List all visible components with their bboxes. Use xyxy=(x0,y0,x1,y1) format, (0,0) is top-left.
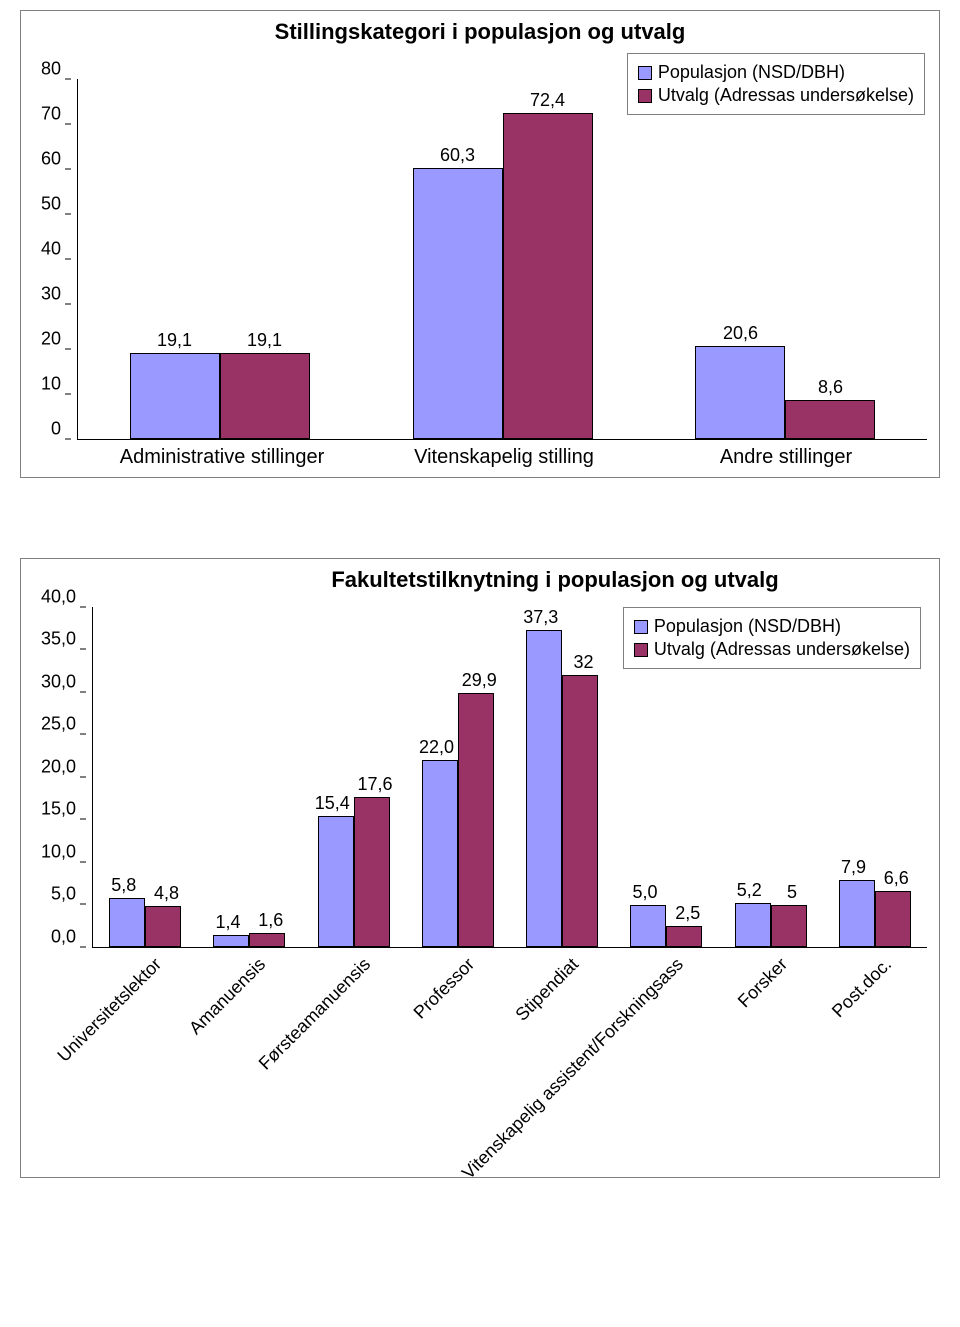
chart-1-bars-region: 19,119,160,372,420,68,6 xyxy=(77,79,927,440)
legend-swatch-2 xyxy=(638,89,652,103)
chart-2-legend: Populasjon (NSD/DBH) Utvalg (Adressas un… xyxy=(623,607,921,669)
chart-1: Stillingskategori i populasjon og utvalg… xyxy=(20,10,940,478)
chart-1-legend: Populasjon (NSD/DBH) Utvalg (Adressas un… xyxy=(627,53,925,115)
bar: 4,8 xyxy=(145,906,181,947)
bar: 37,3 xyxy=(526,630,562,947)
bar: 19,1 xyxy=(220,353,310,439)
x-label: Professor xyxy=(409,954,478,1023)
bar: 5 xyxy=(771,905,807,948)
x-label: Førsteamanuensis xyxy=(254,954,374,1074)
bar: 6,6 xyxy=(875,891,911,947)
bar: 32 xyxy=(562,675,598,947)
x-label: Post.doc. xyxy=(828,954,896,1022)
x-label: Forsker xyxy=(733,954,791,1012)
x-label: Vitenskapelig stilling xyxy=(363,446,645,469)
bar-value-label: 7,9 xyxy=(841,857,866,878)
bar-value-label: 2,5 xyxy=(675,903,700,924)
legend-swatch-1 xyxy=(638,66,652,80)
legend-item: Utvalg (Adressas undersøkelse) xyxy=(638,85,914,106)
legend-item: Populasjon (NSD/DBH) xyxy=(634,616,910,637)
bar: 5,0 xyxy=(630,905,666,948)
chart-1-title: Stillingskategori i populasjon og utvalg xyxy=(21,11,939,49)
bar-value-label: 15,4 xyxy=(315,793,350,814)
bar-group: 19,119,1 xyxy=(78,79,361,439)
legend-label: Populasjon (NSD/DBH) xyxy=(658,62,845,83)
legend-swatch-2 xyxy=(634,643,648,657)
bar-group: 22,029,9 xyxy=(406,607,510,947)
chart-2: Fakultetstilknytning i populasjon og utv… xyxy=(20,558,940,1178)
bar-value-label: 8,6 xyxy=(818,377,843,398)
chart-2-x-labels: UniversitetslektorAmanuensisFørsteamanue… xyxy=(21,948,939,1148)
bar-value-label: 32 xyxy=(574,652,594,673)
x-label: Vitenskapelig assistent/Forskningsass xyxy=(458,954,688,1184)
chart-1-x-labels: Administrative stillingerVitenskapelig s… xyxy=(21,446,939,469)
bar: 2,5 xyxy=(666,926,702,947)
chart-2-title: Fakultetstilknytning i populasjon og utv… xyxy=(21,559,939,597)
bar-value-label: 20,6 xyxy=(723,323,758,344)
x-label: Amanuensis xyxy=(185,954,270,1039)
bar-value-label: 22,0 xyxy=(419,737,454,758)
bar: 60,3 xyxy=(413,168,503,439)
x-label: Universitetslektor xyxy=(54,954,166,1066)
bar-value-label: 60,3 xyxy=(440,145,475,166)
legend-label: Utvalg (Adressas undersøkelse) xyxy=(658,85,914,106)
bar: 1,6 xyxy=(249,933,285,947)
legend-label: Utvalg (Adressas undersøkelse) xyxy=(654,639,910,660)
bar-value-label: 19,1 xyxy=(157,330,192,351)
bar-value-label: 5,8 xyxy=(111,875,136,896)
bar-value-label: 1,6 xyxy=(258,910,283,931)
bar: 29,9 xyxy=(458,693,494,947)
bar: 5,8 xyxy=(109,898,145,947)
chart-2-y-axis: 40,035,030,025,020,015,010,05,00,0 xyxy=(41,607,92,947)
bar-value-label: 29,9 xyxy=(462,670,497,691)
bar: 22,0 xyxy=(422,760,458,947)
bar-value-label: 4,8 xyxy=(154,883,179,904)
legend-swatch-1 xyxy=(634,620,648,634)
bar: 15,4 xyxy=(318,816,354,947)
bar-value-label: 19,1 xyxy=(247,330,282,351)
bar-value-label: 37,3 xyxy=(523,607,558,628)
bar-value-label: 6,6 xyxy=(884,868,909,889)
x-label: Andre stillinger xyxy=(645,446,927,469)
bar: 7,9 xyxy=(839,880,875,947)
bar: 19,1 xyxy=(130,353,220,439)
bar: 17,6 xyxy=(354,797,390,947)
bar: 20,6 xyxy=(695,346,785,439)
bar-value-label: 5 xyxy=(787,882,797,903)
bar-value-label: 5,0 xyxy=(633,882,658,903)
chart-1-y-axis: 80706050403020100 xyxy=(41,79,77,439)
legend-item: Utvalg (Adressas undersøkelse) xyxy=(634,639,910,660)
bar: 5,2 xyxy=(735,903,771,947)
legend-label: Populasjon (NSD/DBH) xyxy=(654,616,841,637)
x-label: Stipendiat xyxy=(512,954,583,1025)
bar-group: 5,84,8 xyxy=(93,607,197,947)
bar-group: 1,41,6 xyxy=(197,607,301,947)
bar-group: 37,332 xyxy=(510,607,614,947)
bar-group: 60,372,4 xyxy=(361,79,644,439)
bar: 8,6 xyxy=(785,400,875,439)
x-label: Administrative stillinger xyxy=(81,446,363,469)
chart-1-groups: 19,119,160,372,420,68,6 xyxy=(78,79,927,439)
legend-item: Populasjon (NSD/DBH) xyxy=(638,62,914,83)
bar-value-label: 5,2 xyxy=(737,880,762,901)
bar-group: 15,417,6 xyxy=(302,607,406,947)
bar: 72,4 xyxy=(503,113,593,439)
bar-value-label: 72,4 xyxy=(530,90,565,111)
bar-value-label: 17,6 xyxy=(358,774,393,795)
bar-group: 20,68,6 xyxy=(644,79,927,439)
bar-value-label: 1,4 xyxy=(216,912,241,933)
bar: 1,4 xyxy=(213,935,249,947)
